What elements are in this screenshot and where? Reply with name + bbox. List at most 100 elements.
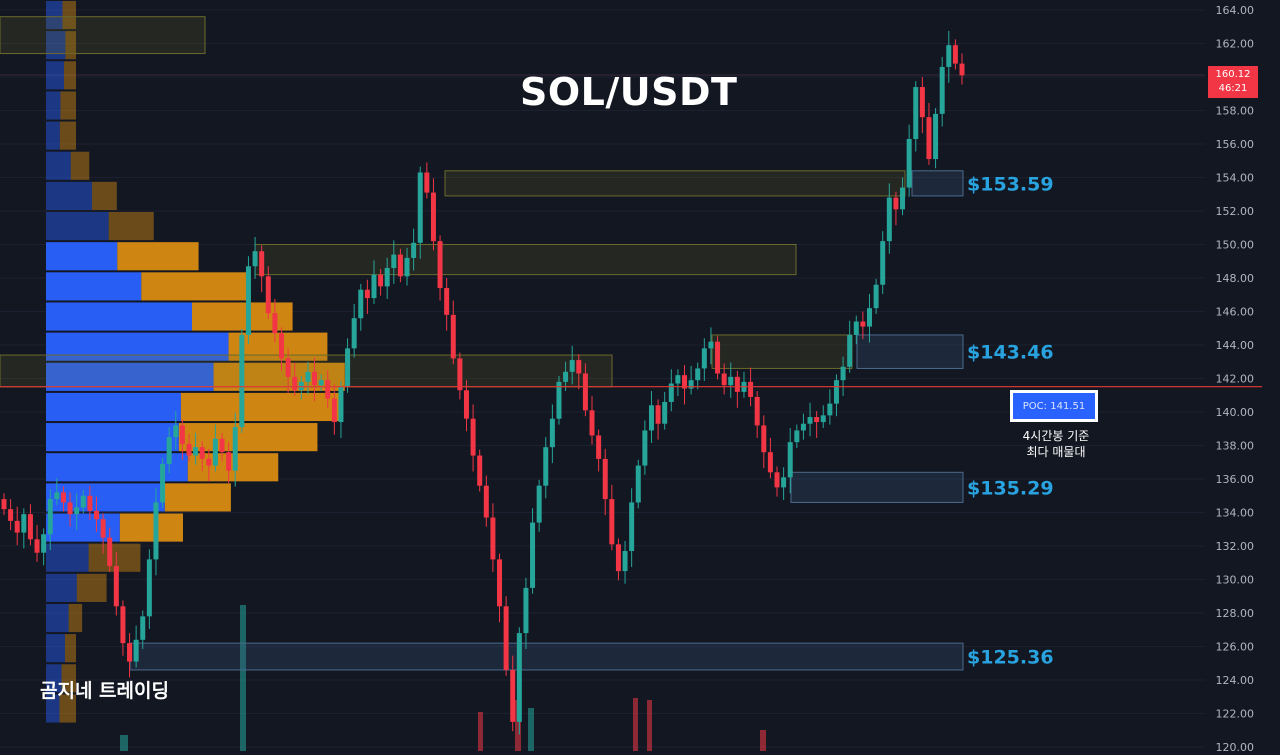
y-tick-label: 150.00 — [1216, 239, 1255, 252]
candle-body — [173, 425, 179, 438]
candle-body — [47, 499, 53, 535]
candle-body — [384, 267, 390, 287]
candle-body — [682, 375, 688, 389]
candle-body — [833, 380, 839, 404]
candle-body — [952, 45, 958, 64]
candle-body — [1, 499, 7, 510]
candle-body — [490, 517, 496, 560]
candle-body — [582, 373, 588, 411]
poc-note: 4시간봉 기준 최다 매물대 — [1006, 428, 1106, 460]
y-tick-label: 120.00 — [1216, 741, 1255, 751]
supply-demand-box — [0, 16, 206, 55]
poc-label-box: POC: 141.51 — [1010, 390, 1098, 422]
candle-body — [880, 241, 886, 285]
volume-bars — [120, 605, 766, 751]
brand-watermark: 곰지네 트레이딩 — [40, 680, 169, 702]
y-tick-label: 156.00 — [1216, 138, 1255, 151]
candle-body — [655, 405, 661, 424]
profile-sell-bar — [61, 664, 76, 693]
zone-price-label: $125.36 — [967, 647, 1054, 669]
profile-sell-bar — [59, 121, 76, 150]
candle-body — [27, 514, 33, 540]
candle-body — [450, 314, 456, 359]
candle-body — [265, 276, 271, 314]
candle-body — [787, 442, 793, 478]
candle-body — [530, 522, 536, 588]
candle-body — [14, 520, 20, 533]
volume-bar — [240, 605, 246, 751]
candle-body — [701, 348, 707, 369]
candle-body — [430, 192, 436, 242]
candle-body — [781, 477, 787, 488]
profile-sell-bar — [65, 31, 76, 60]
candle-body — [602, 458, 608, 500]
candle-body — [800, 423, 806, 431]
y-tick-label: 122.00 — [1216, 708, 1255, 721]
candle-body — [900, 187, 906, 210]
candle-body — [470, 418, 476, 456]
candle-body — [252, 251, 258, 267]
candle-body — [127, 643, 133, 662]
zone-price-label: $153.59 — [967, 173, 1054, 195]
candle-body — [179, 425, 185, 444]
supply-demand-box — [711, 334, 853, 369]
candle-body — [688, 380, 694, 389]
candle-body — [767, 452, 773, 473]
supply-demand-box — [444, 170, 906, 197]
candle-body — [503, 606, 509, 670]
candle-body — [629, 502, 635, 552]
candle-body — [133, 639, 139, 662]
candle-body — [444, 288, 450, 315]
candle-body — [34, 539, 40, 553]
candle-body — [886, 197, 892, 242]
candle-body — [437, 241, 443, 289]
profile-sell-bar — [60, 91, 76, 120]
candle-body — [239, 334, 245, 428]
profile-buy-bar — [46, 0, 63, 30]
candle-body — [748, 381, 754, 397]
candle-body — [219, 438, 225, 453]
y-tick-label: 132.00 — [1216, 540, 1255, 553]
y-tick-label: 124.00 — [1216, 674, 1255, 687]
zone-price-label: $135.29 — [967, 477, 1054, 499]
poc-label: POC: 141.51 — [1022, 400, 1086, 412]
candle-body — [933, 113, 939, 160]
candle-body — [867, 308, 873, 327]
candle-body — [840, 366, 846, 381]
candle-body — [272, 313, 278, 334]
y-tick-label: 148.00 — [1216, 272, 1255, 285]
profile-buy-bar — [46, 603, 69, 633]
candle-body — [93, 510, 99, 520]
candle-body — [153, 502, 159, 560]
candle-body — [312, 371, 318, 386]
candle-body — [199, 447, 205, 459]
current-price: 160.12 — [1215, 69, 1251, 80]
profile-sell-bar — [180, 392, 342, 422]
candle-body — [662, 401, 668, 424]
volume-bar — [647, 700, 652, 751]
candles — [1, 30, 965, 735]
candle-body — [635, 465, 641, 503]
candle-body — [959, 63, 965, 76]
profile-sell-bar — [178, 423, 318, 452]
candle-body — [391, 254, 397, 268]
candle-body — [814, 417, 820, 423]
candle-body — [754, 396, 760, 426]
current-price-tag: 160.12 46:21 — [1208, 66, 1258, 98]
profile-buy-bar — [46, 392, 181, 422]
profile-buy-bar — [46, 91, 61, 120]
candle-body — [820, 415, 826, 423]
candle-body — [622, 551, 628, 572]
candle-body — [318, 380, 324, 386]
candle-body — [378, 274, 384, 287]
candle-body — [497, 559, 503, 607]
profile-sell-bar — [191, 302, 293, 331]
profile-buy-bar — [46, 543, 89, 572]
price-axis[interactable]: 164.00162.00160.00158.00156.00154.00152.… — [1216, 4, 1255, 754]
profile-buy-bar — [46, 513, 120, 542]
candle-body — [695, 368, 701, 381]
profile-sell-bar — [117, 242, 199, 271]
candle-body — [715, 341, 721, 374]
candle-body — [536, 485, 542, 523]
